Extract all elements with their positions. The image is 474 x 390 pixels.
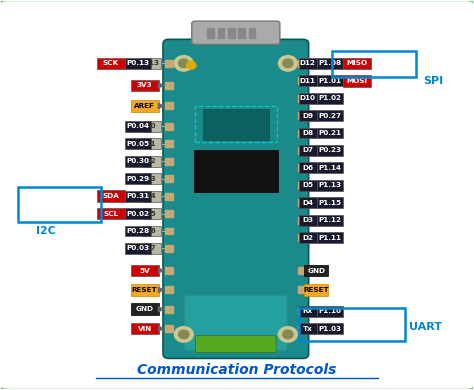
FancyBboxPatch shape — [97, 208, 125, 220]
FancyBboxPatch shape — [317, 180, 343, 191]
FancyBboxPatch shape — [317, 232, 343, 243]
FancyBboxPatch shape — [125, 138, 151, 149]
Text: D7: D7 — [302, 147, 313, 154]
FancyBboxPatch shape — [203, 109, 269, 140]
Circle shape — [278, 56, 297, 71]
FancyBboxPatch shape — [317, 306, 343, 317]
FancyBboxPatch shape — [304, 284, 328, 296]
Bar — [298, 60, 307, 67]
Text: SCL: SCL — [103, 211, 118, 216]
FancyBboxPatch shape — [317, 215, 343, 225]
Text: A3: A3 — [146, 176, 157, 182]
Text: RESET: RESET — [132, 287, 157, 293]
Text: A7: A7 — [146, 245, 157, 252]
Bar — [165, 267, 173, 274]
FancyBboxPatch shape — [130, 323, 159, 334]
FancyBboxPatch shape — [143, 138, 161, 149]
FancyBboxPatch shape — [125, 58, 151, 69]
FancyBboxPatch shape — [143, 243, 161, 254]
Text: D6: D6 — [302, 165, 313, 171]
Text: D4: D4 — [302, 200, 313, 206]
FancyBboxPatch shape — [143, 225, 161, 236]
Text: P0.30: P0.30 — [127, 158, 149, 164]
Circle shape — [283, 330, 293, 339]
Circle shape — [174, 56, 193, 71]
Text: P1.11: P1.11 — [319, 235, 341, 241]
Text: P0.02: P0.02 — [127, 211, 149, 216]
Text: Rx: Rx — [302, 308, 313, 314]
FancyBboxPatch shape — [196, 335, 276, 353]
FancyBboxPatch shape — [125, 191, 151, 202]
FancyBboxPatch shape — [299, 197, 317, 208]
Text: D11: D11 — [300, 78, 316, 84]
FancyBboxPatch shape — [130, 80, 159, 91]
Circle shape — [187, 61, 196, 69]
FancyBboxPatch shape — [299, 163, 317, 173]
FancyBboxPatch shape — [299, 323, 317, 334]
Text: MOSI: MOSI — [346, 78, 368, 84]
Bar — [298, 95, 307, 102]
FancyBboxPatch shape — [317, 58, 343, 69]
Text: D13: D13 — [144, 60, 160, 66]
Circle shape — [278, 327, 297, 342]
FancyBboxPatch shape — [143, 173, 161, 184]
Text: P0.05: P0.05 — [127, 141, 150, 147]
Bar — [298, 217, 307, 223]
Bar — [165, 193, 173, 200]
Bar — [165, 123, 173, 130]
Bar — [298, 129, 307, 136]
FancyBboxPatch shape — [304, 265, 328, 277]
FancyBboxPatch shape — [299, 215, 317, 225]
Text: SCK: SCK — [103, 60, 119, 66]
Text: D12: D12 — [300, 60, 316, 66]
Text: P1.03: P1.03 — [319, 326, 341, 332]
Bar — [298, 77, 307, 84]
Text: P0.03: P0.03 — [127, 245, 149, 252]
Circle shape — [179, 330, 189, 339]
Bar — [298, 147, 307, 154]
Text: P1.08: P1.08 — [318, 60, 341, 66]
FancyBboxPatch shape — [317, 145, 343, 156]
Bar — [165, 82, 173, 89]
FancyBboxPatch shape — [125, 225, 151, 236]
Text: D10: D10 — [300, 95, 316, 101]
Circle shape — [283, 59, 293, 67]
FancyBboxPatch shape — [130, 303, 159, 315]
Text: P1.10: P1.10 — [319, 308, 341, 314]
Bar — [298, 234, 307, 241]
FancyBboxPatch shape — [125, 208, 151, 219]
Text: GND: GND — [307, 268, 325, 273]
Text: VIN: VIN — [137, 326, 152, 332]
FancyBboxPatch shape — [130, 100, 159, 112]
Bar — [165, 306, 173, 313]
Text: Communication Protocols: Communication Protocols — [137, 363, 337, 377]
Text: I2C: I2C — [36, 226, 55, 236]
Text: P0.31: P0.31 — [127, 193, 149, 199]
FancyBboxPatch shape — [299, 232, 317, 243]
Text: RESET: RESET — [303, 287, 329, 293]
Bar — [298, 199, 307, 206]
FancyBboxPatch shape — [97, 190, 125, 202]
FancyBboxPatch shape — [317, 163, 343, 173]
FancyBboxPatch shape — [125, 156, 151, 167]
Bar — [228, 28, 235, 38]
Bar — [165, 286, 173, 293]
FancyBboxPatch shape — [125, 243, 151, 254]
Bar — [249, 28, 255, 38]
FancyBboxPatch shape — [125, 121, 151, 132]
FancyBboxPatch shape — [343, 75, 371, 87]
Text: 3V3: 3V3 — [137, 82, 153, 89]
Text: P1.13: P1.13 — [319, 182, 341, 188]
Text: UART: UART — [409, 322, 442, 332]
Bar — [165, 60, 173, 67]
Text: A2: A2 — [146, 158, 157, 164]
FancyBboxPatch shape — [299, 306, 317, 317]
Circle shape — [179, 59, 189, 67]
Bar — [165, 325, 173, 332]
Bar — [298, 286, 307, 293]
Text: GND: GND — [136, 306, 154, 312]
Bar — [238, 28, 245, 38]
FancyBboxPatch shape — [125, 173, 151, 184]
Bar — [165, 103, 173, 110]
